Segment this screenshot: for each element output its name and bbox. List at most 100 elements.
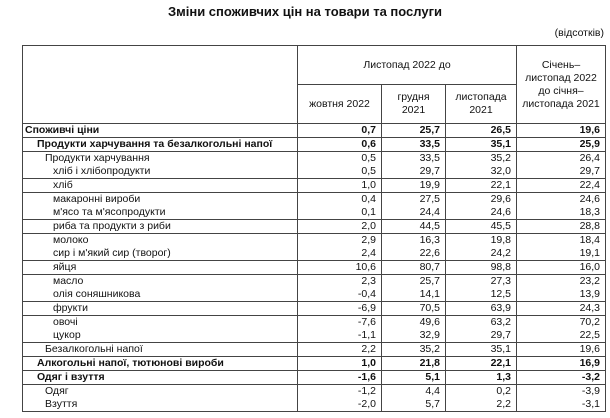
table-row: хліб і хлібопродукти 0,5 29,7 32,0 29,7 — [22, 165, 606, 179]
cell-oct: -6,9 — [297, 301, 382, 316]
cell-oct: -1,2 — [297, 384, 382, 398]
header-blank-cell — [22, 45, 298, 124]
cell-oct: 2,0 — [297, 219, 382, 234]
cell-ytd: 13,9 — [516, 288, 606, 302]
page-title: Зміни споживчих цін на товари та послуги — [167, 4, 443, 19]
row-label: риба та продукти з риби — [22, 219, 298, 234]
table-row: Продукти харчування 0,5 33,5 35,2 26,4 — [22, 151, 606, 165]
cell-nov: 12,5 — [445, 288, 517, 302]
cell-nov: 35,2 — [445, 151, 517, 165]
cell-nov: 98,8 — [445, 260, 517, 275]
row-label: м'ясо та м'ясопродукти — [22, 206, 298, 220]
cell-nov: 29,6 — [445, 192, 517, 206]
row-label: овочі — [22, 315, 298, 329]
table-row: Споживчі ціни 0,7 25,7 26,5 19,6 — [22, 123, 606, 138]
cell-oct: 10,6 — [297, 260, 382, 275]
cell-nov: 0,2 — [445, 384, 517, 398]
cell-oct: 0,5 — [297, 151, 382, 165]
cell-dec: 29,7 — [381, 165, 446, 179]
cell-ytd: 18,4 — [516, 233, 606, 247]
table-row: фрукти -6,9 70,5 63,9 24,3 — [22, 301, 606, 316]
cell-nov: 24,6 — [445, 206, 517, 220]
cell-ytd: 23,2 — [516, 274, 606, 288]
header-nov-2021: листопада 2021 — [445, 84, 517, 124]
cell-dec: 49,6 — [381, 315, 446, 329]
cell-dec: 16,3 — [381, 233, 446, 247]
cell-nov: 24,2 — [445, 247, 517, 261]
cell-dec: 4,4 — [381, 384, 446, 398]
cell-ytd: 22,5 — [516, 329, 606, 343]
cell-ytd: 16,0 — [516, 260, 606, 275]
row-label: Продукти харчування та безалкогольні нап… — [22, 137, 298, 152]
cell-dec: 35,2 — [381, 342, 446, 357]
table-row: макаронні вироби 0,4 27,5 29,6 24,6 — [22, 192, 606, 206]
cell-nov: 29,7 — [445, 329, 517, 343]
row-label: Алкогольні напої, тютюнові вироби — [22, 356, 298, 371]
cell-oct: 0,6 — [297, 137, 382, 152]
cell-nov: 2,2 — [445, 398, 517, 412]
header-ytd: Січень–листопад 2022 до січня–листопада … — [516, 45, 606, 124]
cell-nov: 35,1 — [445, 137, 517, 152]
cell-dec: 5,1 — [381, 370, 446, 385]
cell-ytd: 19,6 — [516, 123, 606, 138]
row-label: макаронні вироби — [22, 192, 298, 206]
row-label: яйця — [22, 260, 298, 275]
cell-dec: 80,7 — [381, 260, 446, 275]
table-row: сир і м'який сир (творог) 2,4 22,6 24,2 19,1 — [22, 247, 606, 261]
table-row: м'ясо та м'ясопродукти 0,1 24,4 24,6 18,3 — [22, 206, 606, 220]
cell-ytd: 19,6 — [516, 342, 606, 357]
row-label: фрукти — [22, 301, 298, 316]
cell-ytd: -3,1 — [516, 398, 606, 412]
cell-oct: 1,0 — [297, 356, 382, 371]
cell-oct: -7,6 — [297, 315, 382, 329]
cell-nov: 27,3 — [445, 274, 517, 288]
cell-oct: 2,3 — [297, 274, 382, 288]
row-label: Продукти харчування — [22, 151, 298, 165]
cell-ytd: 25,9 — [516, 137, 606, 152]
row-label: Одяг і взуття — [22, 370, 298, 385]
cell-oct: -1,6 — [297, 370, 382, 385]
table-row: масло 2,3 25,7 27,3 23,2 — [22, 274, 606, 288]
cell-nov: 26,5 — [445, 123, 517, 138]
cell-oct: 2,9 — [297, 233, 382, 247]
row-label: Споживчі ціни — [22, 123, 298, 138]
table-row: овочі -7,6 49,6 63,2 70,2 — [22, 315, 606, 329]
row-label: сир і м'який сир (творог) — [22, 247, 298, 261]
cell-dec: 22,6 — [381, 247, 446, 261]
cell-ytd: -3,9 — [516, 384, 606, 398]
cell-oct: -0,4 — [297, 288, 382, 302]
cell-dec: 21,8 — [381, 356, 446, 371]
cell-ytd: 29,7 — [516, 165, 606, 179]
cell-oct: 2,2 — [297, 342, 382, 357]
cell-dec: 27,5 — [381, 192, 446, 206]
row-label: цукор — [22, 329, 298, 343]
cell-nov: 19,8 — [445, 233, 517, 247]
cell-nov: 1,3 — [445, 370, 517, 385]
cell-dec: 33,5 — [381, 151, 446, 165]
cell-oct: -2,0 — [297, 398, 382, 412]
cell-nov: 63,9 — [445, 301, 517, 316]
table-row: олія соняшникова -0,4 14,1 12,5 13,9 — [22, 288, 606, 302]
cell-oct: 0,1 — [297, 206, 382, 220]
cell-nov: 35,1 — [445, 342, 517, 357]
table-row: молоко 2,9 16,3 19,8 18,4 — [22, 233, 606, 247]
table-row: хліб 1,0 19,9 22,1 22,4 — [22, 178, 606, 193]
cell-dec: 19,9 — [381, 178, 446, 193]
cell-ytd: 22,4 — [516, 178, 606, 193]
cell-oct: 2,4 — [297, 247, 382, 261]
cell-dec: 25,7 — [381, 274, 446, 288]
table-row: Безалкогольні напої 2,2 35,2 35,1 19,6 — [22, 342, 606, 357]
table-row: риба та продукти з риби 2,0 44,5 45,5 28,8 — [22, 219, 606, 234]
cell-dec: 32,9 — [381, 329, 446, 343]
cell-nov: 32,0 — [445, 165, 517, 179]
table-row: Одяг -1,2 4,4 0,2 -3,9 — [22, 384, 606, 398]
row-label: хліб — [22, 178, 298, 193]
row-label: Одяг — [22, 384, 298, 398]
row-label: масло — [22, 274, 298, 288]
table-row: цукор -1,1 32,9 29,7 22,5 — [22, 329, 606, 343]
cell-ytd: 28,8 — [516, 219, 606, 234]
cell-oct: -1,1 — [297, 329, 382, 343]
cell-dec: 5,7 — [381, 398, 446, 412]
row-label: Взуття — [22, 398, 298, 412]
cell-oct: 1,0 — [297, 178, 382, 193]
